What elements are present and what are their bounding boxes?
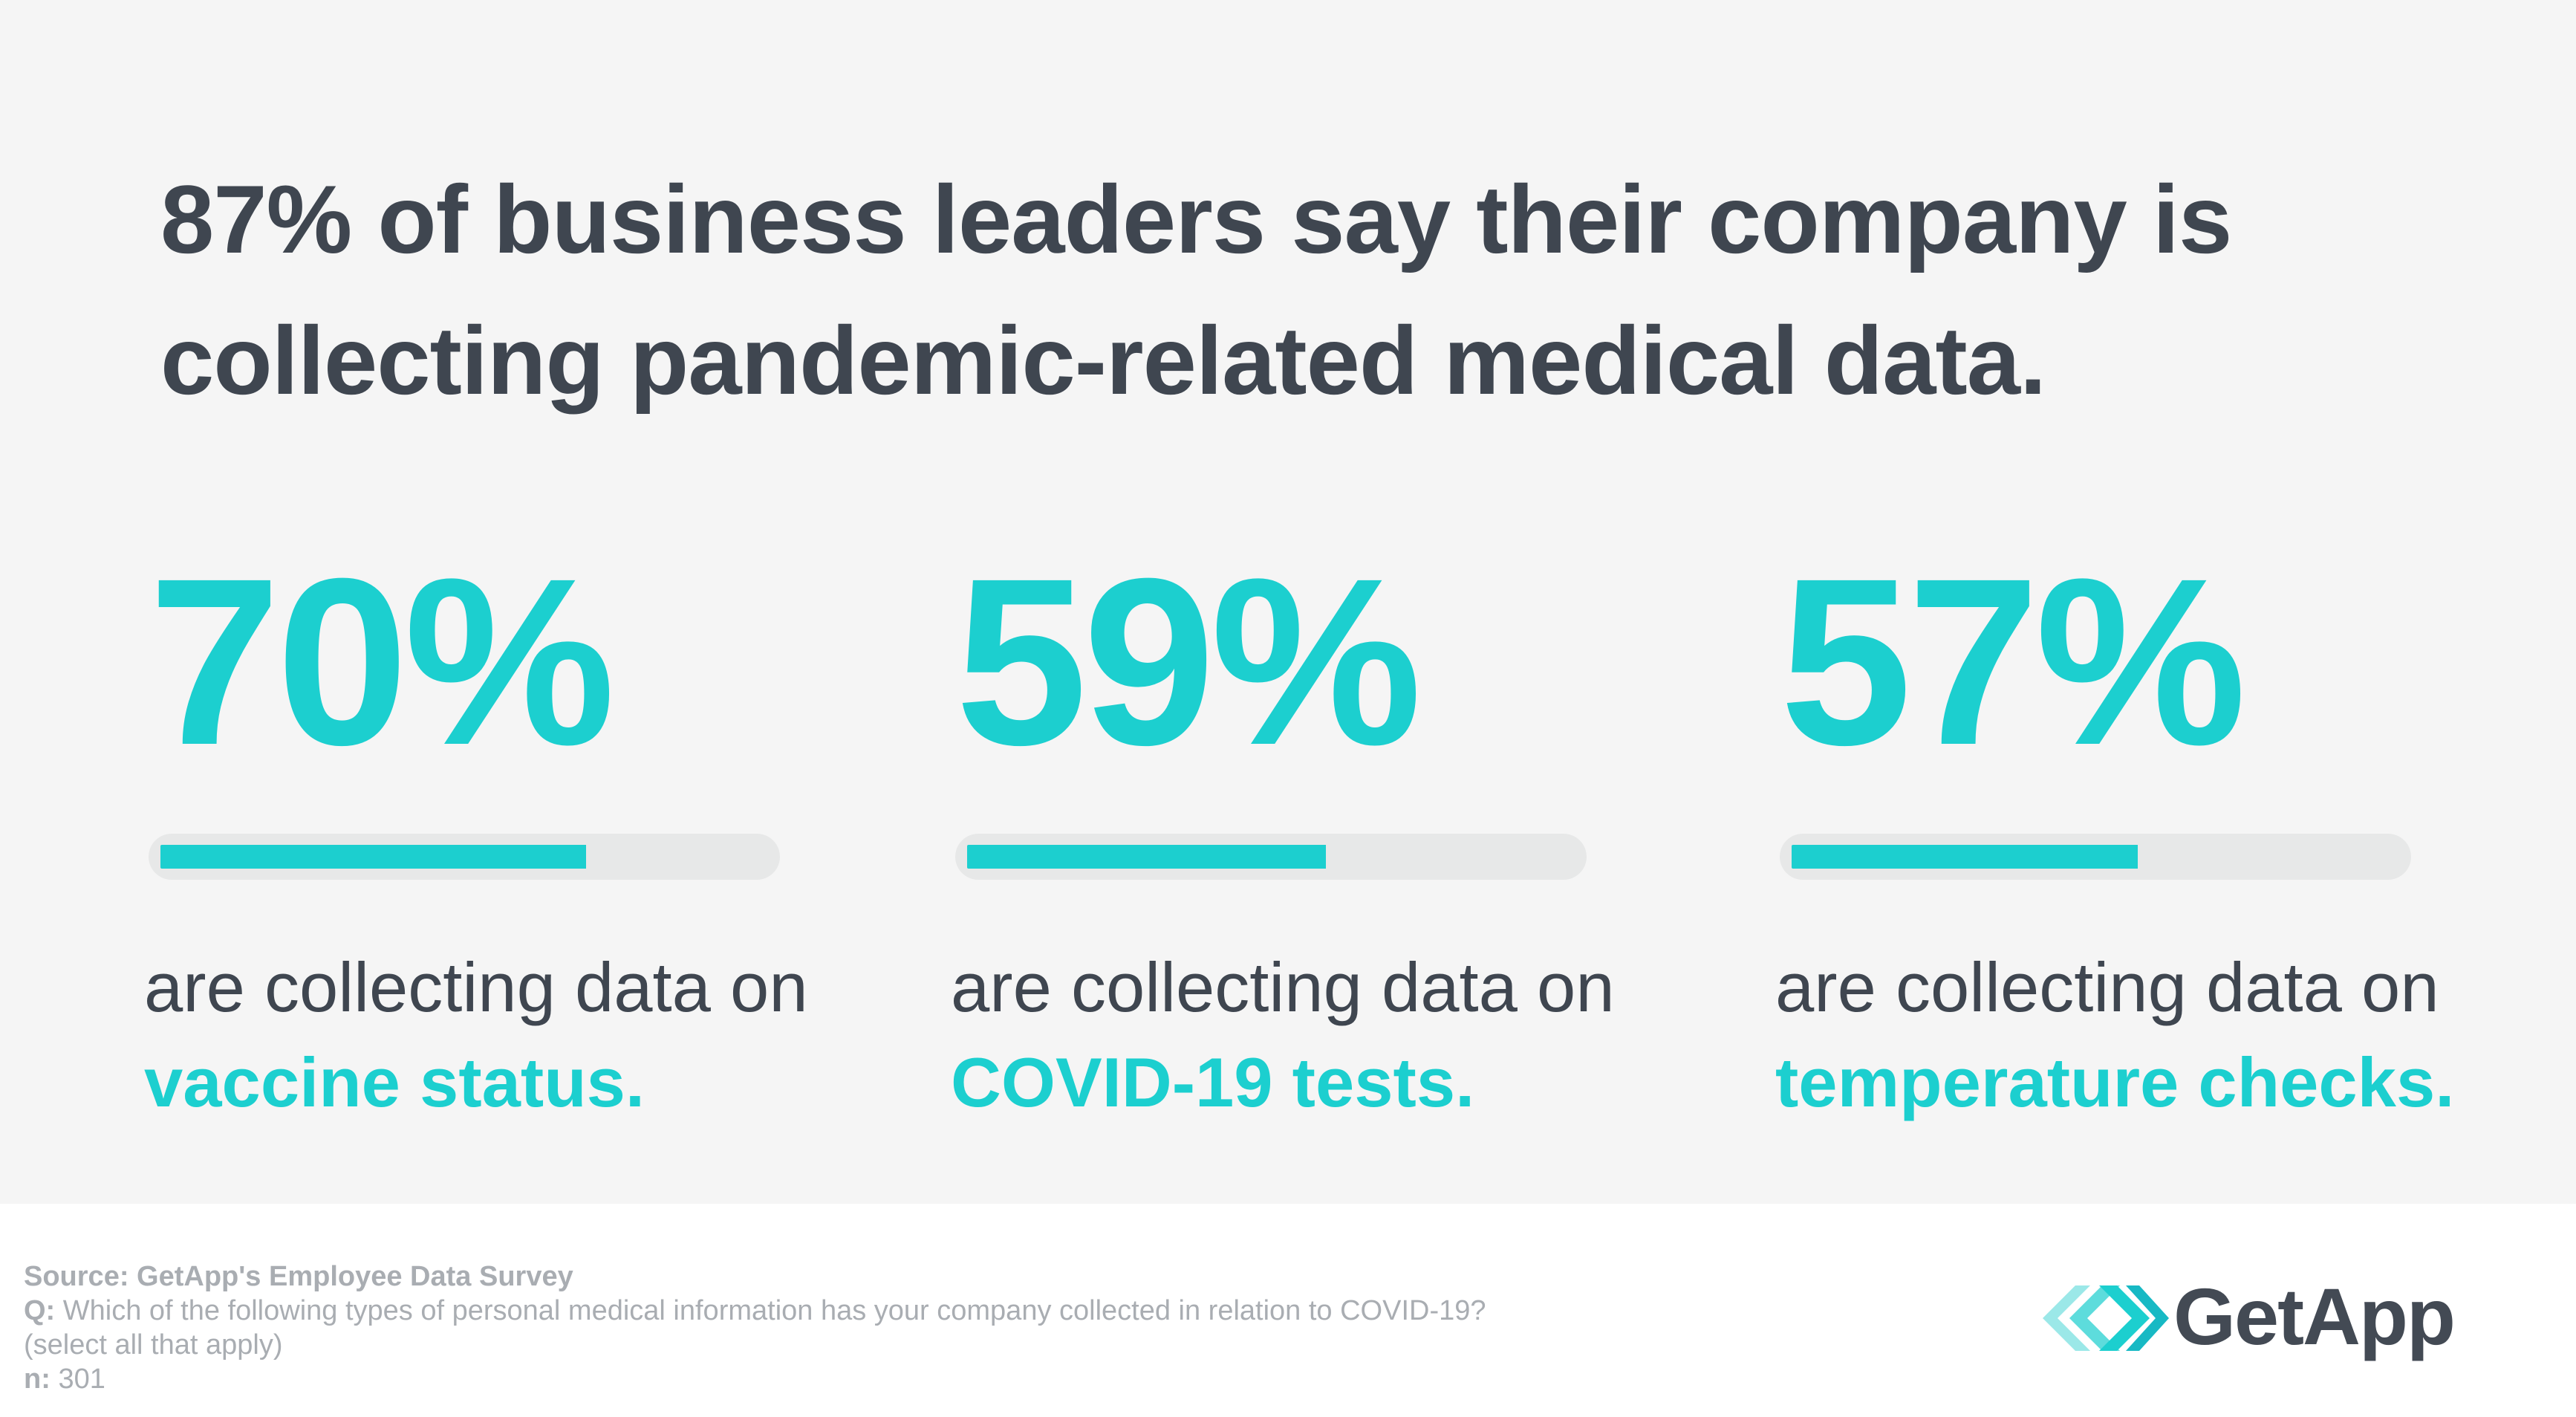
chevrons-right-icon — [2043, 1285, 2169, 1351]
stat-value: 57% — [1780, 528, 2246, 794]
question-label: Q: — [24, 1295, 56, 1326]
progress-track — [149, 834, 780, 880]
brand-name: GetApp — [2173, 1271, 2456, 1361]
caption-category: COVID-19 tests. — [951, 1043, 1475, 1121]
infographic-panel: 87% of business leaders say their compan… — [144, 149, 2455, 1130]
sample-size-value: 301 — [58, 1364, 105, 1395]
headline-line-1: 87% of business leaders say their compan… — [160, 165, 2232, 273]
stat-caption: are collecting data on COVID-19 tests. — [951, 940, 1615, 1130]
stat-value: 59% — [955, 528, 1422, 794]
question-note: (select all that apply) — [24, 1329, 283, 1361]
caption-prefix: are collecting data on — [1775, 948, 2439, 1026]
caption-prefix: are collecting data on — [144, 948, 808, 1026]
progress-track — [955, 834, 1587, 880]
progress-fill — [967, 845, 1326, 869]
question-line: Q: Which of the following types of perso… — [24, 1294, 1486, 1328]
progress-fill — [160, 845, 586, 869]
footer-notes: Source: GetApp's Employee Data Survey Q:… — [24, 1259, 1486, 1396]
progress-track — [1780, 834, 2411, 880]
caption-category: vaccine status. — [144, 1043, 645, 1121]
source-line: Source: GetApp's Employee Data Survey — [24, 1261, 573, 1292]
progress-fill — [1792, 845, 2138, 869]
headline-line-2: collecting pandemic-related medical data… — [160, 306, 2046, 415]
stat-caption: are collecting data on vaccine status. — [144, 940, 808, 1130]
caption-prefix: are collecting data on — [951, 948, 1615, 1026]
stat-value: 70% — [149, 528, 615, 794]
headline: 87% of business leaders say their compan… — [160, 149, 2389, 431]
sample-size-line: n: 301 — [24, 1362, 1486, 1396]
getapp-logo: GetApp — [2035, 1263, 2511, 1367]
question-text: Which of the following types of personal… — [62, 1295, 1486, 1326]
sample-size-label: n: — [24, 1364, 51, 1395]
stat-caption: are collecting data on temperature check… — [1775, 940, 2454, 1130]
caption-category: temperature checks. — [1775, 1043, 2455, 1121]
